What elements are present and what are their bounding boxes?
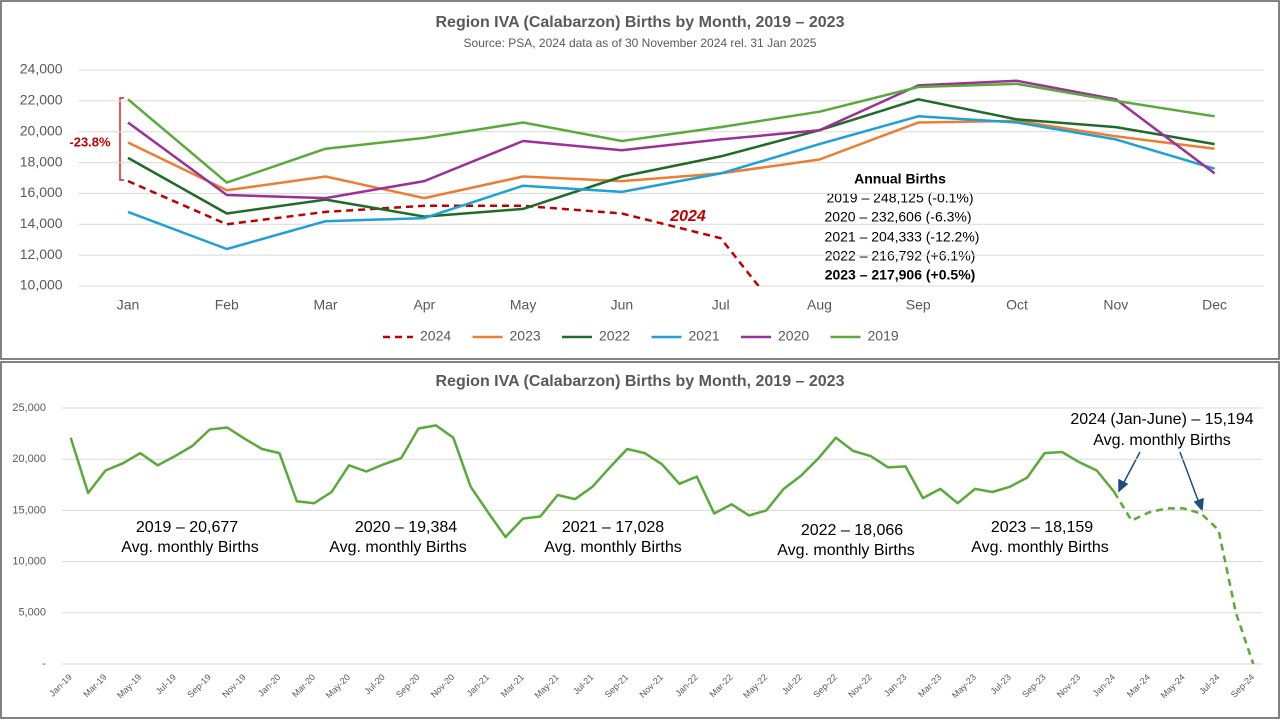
x-tick-label: May [510, 297, 536, 313]
series-line [1113, 491, 1255, 665]
annotation: -23.8% [69, 134, 111, 149]
top-chart: Region IVA (Calabarzon) Births by Month,… [20, 14, 1264, 344]
series-group [127, 79, 1216, 286]
y-tick-label: 22,000 [20, 92, 63, 108]
y-tick-label: 14,000 [20, 215, 63, 231]
y-tick-label: 24,000 [20, 61, 63, 77]
y-tick-label: 20,000 [20, 122, 63, 138]
x-tick-label: Oct [1006, 297, 1028, 313]
annotation: Avg. monthly Births [777, 542, 915, 559]
y-tick-label: 10,000 [12, 556, 46, 568]
series-group [69, 424, 1255, 665]
annual-births-line: 2023 – 217,906 (+0.5%) [825, 267, 976, 283]
annotation: Avg. monthly Births [1093, 432, 1231, 449]
legend-label: 2020 [778, 328, 809, 344]
chart-title: Region IVA (Calabarzon) Births by Month,… [436, 373, 845, 390]
chart-title: Region IVA (Calabarzon) Births by Month,… [436, 14, 845, 31]
series-line [127, 79, 1216, 200]
x-tick-label: Jan [117, 297, 140, 313]
bracket [119, 97, 124, 181]
x-tick-label: Aug [807, 297, 832, 313]
y-tick-label: 20,000 [12, 453, 46, 465]
y-tick-label: 15,000 [12, 504, 46, 516]
series-line [69, 424, 1116, 539]
y-tick-label: 18,000 [20, 153, 63, 169]
x-tick-label: Nov [1103, 297, 1128, 313]
annotation: 2020 – 19,384 [355, 519, 457, 536]
legend-label: 2023 [510, 328, 541, 344]
legend-label: 2022 [599, 328, 630, 344]
annotation: Avg. monthly Births [544, 539, 682, 556]
y-tick-label: - [42, 658, 46, 670]
y-tick-label: 10,000 [20, 277, 63, 293]
annotation: 2019 – 20,677 [136, 519, 238, 536]
bottom-panel [0, 361, 1280, 719]
annotation: 2024 [669, 208, 706, 225]
annotation: Avg. monthly Births [971, 539, 1109, 556]
y-tick-label: 12,000 [20, 246, 63, 262]
x-tick-label: Mar [313, 297, 337, 313]
annual-births-title: Annual Births [854, 171, 946, 187]
x-tick-label: Dec [1202, 297, 1227, 313]
series-line [127, 115, 1215, 251]
y-tick-label: 25,000 [12, 402, 46, 414]
annotation: 2022 – 18,066 [801, 522, 903, 539]
series-line [127, 98, 1215, 218]
y-tick-label: 5,000 [18, 607, 46, 619]
annual-births-line: 2019 – 248,125 (-0.1%) [826, 190, 973, 206]
series-line [127, 82, 1215, 184]
annual-births-line: 2020 – 232,606 (-6.3%) [824, 209, 971, 225]
chart-subtitle: Source: PSA, 2024 data as of 30 November… [464, 36, 817, 50]
annotation: 2021 – 17,028 [562, 519, 664, 536]
annotation: Avg. monthly Births [121, 539, 259, 556]
x-tick-label: Jul [712, 297, 730, 313]
legend-label: 2024 [420, 328, 451, 344]
annotation: Avg. monthly Births [329, 539, 467, 556]
x-tick-label: Apr [413, 297, 435, 313]
annotation: 2024 (Jan-June) – 15,194 [1070, 411, 1253, 428]
annual-births-line: 2021 – 204,333 (-12.2%) [825, 229, 980, 245]
y-tick-label: 16,000 [20, 184, 63, 200]
annotation: 2023 – 18,159 [991, 519, 1093, 536]
arrows [1118, 451, 1204, 512]
legend-label: 2019 [868, 328, 899, 344]
annual-births-line: 2022 – 216,792 (+6.1%) [825, 248, 976, 264]
x-tick-label: Jun [611, 297, 634, 313]
x-tick-label: Feb [215, 297, 239, 313]
series-line [127, 119, 1215, 200]
legend-label: 2021 [689, 328, 720, 344]
x-tick-label: Sep [906, 297, 931, 313]
